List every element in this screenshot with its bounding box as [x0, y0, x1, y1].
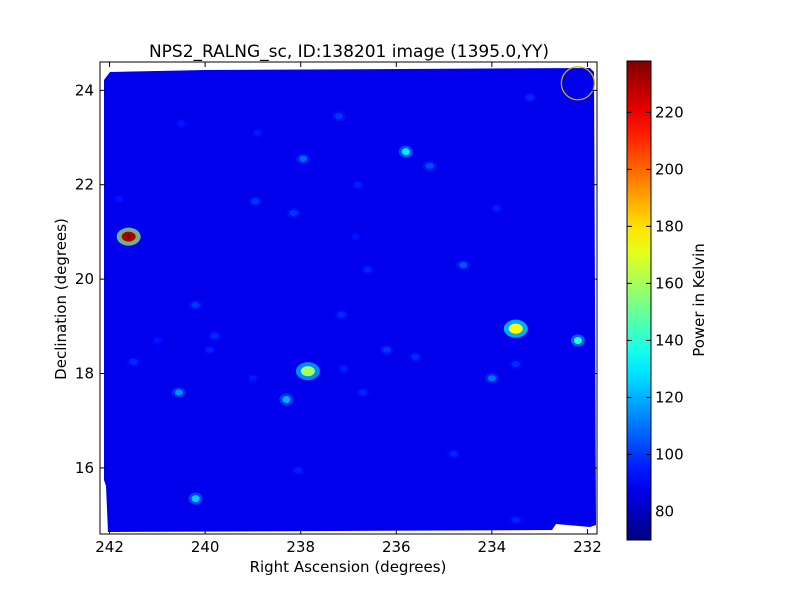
source-point	[300, 366, 315, 377]
x-tick-label: 234	[478, 538, 507, 556]
source-point	[354, 181, 363, 188]
source-point	[401, 148, 410, 156]
source-point	[511, 516, 520, 523]
source-point	[508, 323, 523, 334]
y-axis-label: Declination (degrees)	[52, 218, 70, 380]
colorbar-ticks: 80 100 120 140 160 180 200 220	[627, 103, 684, 520]
source-point	[511, 361, 520, 368]
source-point	[153, 337, 162, 344]
source-point	[115, 195, 124, 202]
colorbar-label: Power in Kelvin	[690, 243, 708, 357]
source-point	[289, 210, 298, 217]
source-point	[382, 346, 391, 353]
source-point	[251, 198, 260, 205]
map-frame	[99, 61, 598, 535]
source-point	[174, 389, 183, 396]
source-point	[351, 233, 360, 240]
source-point	[129, 358, 138, 365]
source-point	[573, 336, 582, 344]
colorbar-tick-label: 220	[655, 103, 684, 121]
y-tick-label: 16	[75, 459, 94, 477]
map-coverage	[104, 68, 596, 532]
colorbar-tick-label: 160	[655, 274, 684, 292]
y-tick-label: 24	[75, 81, 94, 99]
heatmap	[100, 62, 597, 534]
sources-layer	[112, 92, 585, 525]
y-axis: 16 18 20 22 24	[75, 81, 597, 477]
source-point	[487, 375, 496, 382]
colorbar-tick-label: 200	[655, 160, 684, 178]
chart-title: NPS2_RALNG_sc, ID:138201 image (1395.0,Y…	[149, 42, 549, 62]
y-tick-label: 18	[75, 365, 94, 383]
source-point	[248, 375, 257, 382]
source-point	[363, 266, 372, 273]
source-point	[459, 261, 468, 268]
source-point	[334, 113, 343, 120]
x-axis: 242 240 238 236 234 232	[95, 62, 602, 556]
x-tick-label: 238	[286, 538, 315, 556]
source-point	[492, 205, 501, 212]
source-point	[337, 311, 346, 318]
colorbar-tick-label: 120	[655, 388, 684, 406]
source-point	[191, 302, 200, 309]
x-tick-label: 242	[95, 538, 124, 556]
x-axis-label: Right Ascension (degrees)	[250, 558, 447, 576]
source-peak	[126, 234, 132, 240]
source-point	[282, 395, 291, 403]
source-point	[294, 467, 303, 474]
source-point	[210, 332, 219, 339]
y-tick-label: 20	[75, 270, 94, 288]
colorbar-gradient	[626, 60, 652, 541]
source-point	[411, 354, 420, 360]
source-point	[425, 162, 434, 169]
x-tick-label: 240	[191, 538, 220, 556]
colorbar-tick-label: 80	[655, 502, 674, 520]
source-point	[358, 389, 367, 396]
x-tick-label: 232	[573, 538, 602, 556]
source-point	[177, 120, 186, 127]
colorbar-tick-label: 180	[655, 217, 684, 235]
y-tick-label: 22	[75, 176, 94, 194]
source-point	[205, 346, 214, 353]
colorbar: 80 100 120 140 160 180 200 220 Power in Kelvin	[626, 60, 708, 541]
beam-marker	[560, 66, 596, 101]
colorbar-tick-label: 100	[655, 445, 684, 463]
x-tick-label: 236	[382, 538, 411, 556]
source-point	[299, 155, 308, 162]
colorbar-tick-label: 140	[655, 331, 684, 349]
source-point	[526, 94, 535, 101]
source-point	[253, 129, 262, 136]
source-point	[191, 495, 200, 503]
source-point	[449, 450, 458, 457]
source-point	[339, 365, 348, 372]
